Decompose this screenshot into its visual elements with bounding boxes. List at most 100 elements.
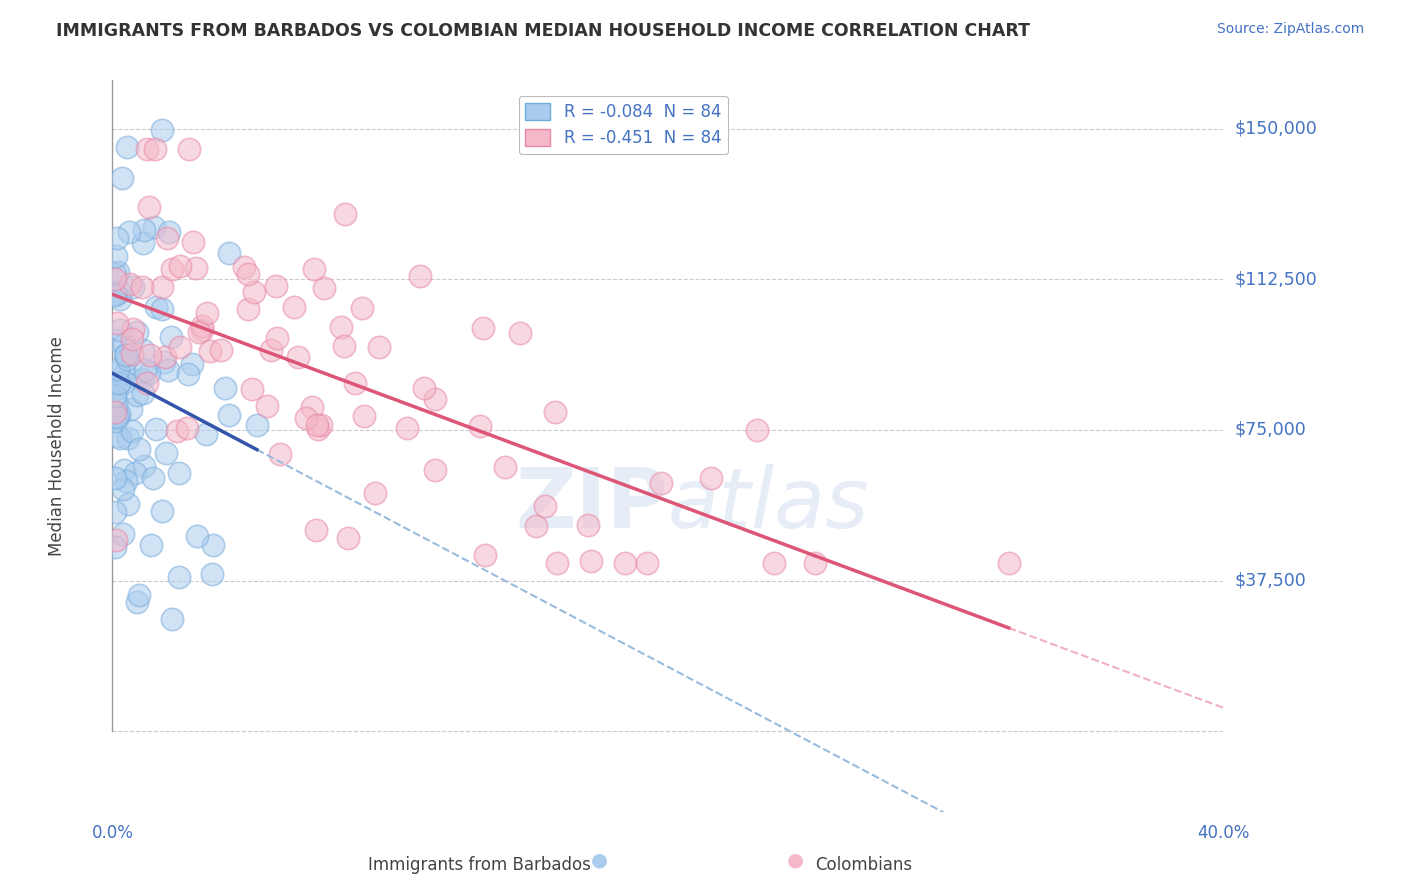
Point	[122, 322, 145, 336]
Point	[474, 549, 496, 563]
Point	[131, 372, 153, 386]
Point	[364, 486, 387, 500]
Point	[343, 376, 366, 391]
Point	[150, 504, 173, 518]
Point	[307, 421, 329, 435]
Point	[190, 323, 212, 337]
Point	[233, 260, 256, 275]
Point	[104, 505, 127, 519]
Point	[240, 382, 263, 396]
Point	[139, 348, 162, 362]
Point	[184, 260, 207, 275]
Point	[330, 320, 353, 334]
Point	[108, 322, 131, 336]
Point	[108, 431, 131, 445]
Point	[167, 570, 190, 584]
Point	[104, 471, 127, 485]
Legend: R = -0.084  N = 84, R = -0.451  N = 84: R = -0.084 N = 84, R = -0.451 N = 84	[519, 96, 728, 154]
Text: atlas: atlas	[668, 464, 869, 545]
Point	[111, 170, 134, 185]
Point	[121, 347, 143, 361]
Point	[236, 267, 259, 281]
Point	[198, 344, 221, 359]
Point	[132, 343, 155, 358]
Point	[176, 421, 198, 435]
Text: Source: ZipAtlas.com: Source: ZipAtlas.com	[1216, 22, 1364, 37]
Point	[305, 418, 328, 433]
Point	[112, 336, 135, 351]
Point	[156, 231, 179, 245]
Point	[636, 556, 658, 570]
Point	[152, 355, 174, 369]
Point	[762, 556, 785, 570]
Point	[104, 540, 127, 554]
Point	[186, 529, 208, 543]
Point	[214, 381, 236, 395]
Point	[105, 409, 128, 424]
Point	[112, 526, 135, 541]
Text: IMMIGRANTS FROM BARBADOS VS COLOMBIAN MEDIAN HOUSEHOLD INCOME CORRELATION CHART: IMMIGRANTS FROM BARBADOS VS COLOMBIAN ME…	[56, 22, 1031, 40]
Point	[494, 460, 516, 475]
Point	[121, 332, 143, 346]
Point	[395, 421, 418, 435]
Point	[150, 280, 173, 294]
Point	[114, 475, 136, 489]
Point	[191, 319, 214, 334]
Point	[134, 363, 156, 377]
Point	[333, 207, 356, 221]
Point	[112, 463, 135, 477]
Point	[169, 466, 191, 480]
Text: $75,000: $75,000	[1234, 421, 1306, 439]
Point	[145, 422, 167, 436]
Point	[194, 426, 217, 441]
Point	[177, 142, 200, 156]
Point	[650, 475, 672, 490]
Point	[118, 226, 141, 240]
Point	[256, 399, 278, 413]
Text: Colombians: Colombians	[815, 856, 912, 874]
Point	[283, 300, 305, 314]
Point	[699, 471, 721, 485]
Point	[117, 351, 139, 366]
Point	[176, 367, 198, 381]
Point	[243, 285, 266, 299]
Point	[302, 262, 325, 277]
Point	[114, 375, 136, 389]
Point	[169, 259, 191, 273]
Text: $150,000: $150,000	[1234, 120, 1317, 137]
Point	[114, 348, 136, 362]
Point	[181, 235, 204, 250]
Point	[110, 285, 132, 299]
Point	[145, 300, 167, 314]
Point	[201, 538, 224, 552]
Point	[200, 566, 222, 581]
Text: $112,500: $112,500	[1234, 270, 1317, 288]
Point	[350, 301, 373, 316]
Point	[108, 406, 131, 420]
Point	[132, 235, 155, 250]
Point	[295, 410, 318, 425]
Point	[107, 381, 129, 395]
Point	[246, 417, 269, 432]
Point	[138, 366, 160, 380]
Point	[333, 339, 356, 353]
Point	[218, 245, 240, 260]
Point	[613, 556, 636, 570]
Point	[162, 262, 184, 277]
Point	[108, 376, 131, 391]
Point	[104, 376, 127, 390]
Point	[803, 556, 825, 570]
Point	[128, 588, 150, 602]
Point	[181, 358, 204, 372]
Point	[115, 139, 138, 153]
Point	[997, 556, 1019, 570]
Point	[112, 482, 135, 496]
Point	[105, 317, 128, 331]
Point	[195, 306, 218, 320]
Point	[209, 343, 232, 357]
Point	[142, 471, 165, 485]
Point	[104, 533, 127, 548]
Point	[156, 363, 179, 377]
Point	[104, 272, 127, 286]
Point	[153, 350, 176, 364]
